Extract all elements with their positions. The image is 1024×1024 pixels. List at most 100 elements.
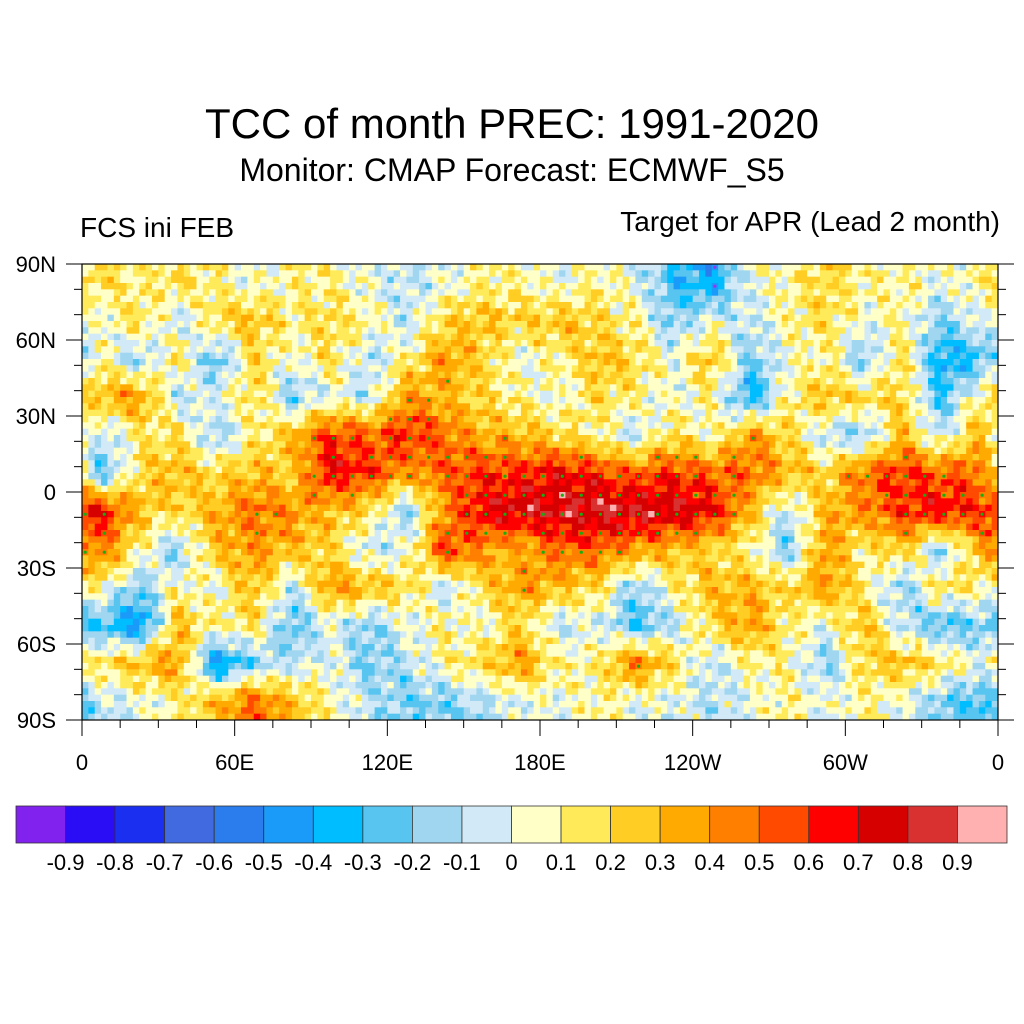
field-cell xyxy=(88,384,96,392)
field-cell xyxy=(495,390,503,398)
field-cell xyxy=(438,359,446,366)
field-cell xyxy=(215,352,223,360)
field-cell xyxy=(756,327,764,335)
field-cell xyxy=(889,428,897,436)
field-cell xyxy=(546,333,554,341)
field-cell xyxy=(88,308,96,316)
field-cell xyxy=(279,460,287,468)
field-cell xyxy=(101,276,109,284)
field-cell xyxy=(743,441,751,449)
field-cell xyxy=(482,447,490,455)
field-cell xyxy=(947,270,955,278)
field-cell xyxy=(915,314,923,322)
field-cell xyxy=(775,327,783,335)
field-cell xyxy=(190,340,198,347)
field-cell xyxy=(380,447,388,455)
field-cell xyxy=(743,321,751,328)
field-cell xyxy=(896,276,904,284)
field-cell xyxy=(667,371,675,379)
field-cell xyxy=(260,327,268,335)
field-cell xyxy=(215,340,223,347)
field-cell xyxy=(648,403,656,411)
field-cell xyxy=(202,359,210,366)
field-cell xyxy=(985,308,993,316)
field-cell xyxy=(705,340,713,347)
field-cell xyxy=(342,435,350,442)
field-cell xyxy=(559,378,567,385)
field-cell xyxy=(730,384,738,392)
field-cell xyxy=(978,403,986,411)
field-cell xyxy=(94,302,102,309)
field-cell xyxy=(374,390,382,398)
field-cell xyxy=(470,403,477,411)
field-cell xyxy=(724,397,732,404)
field-cell xyxy=(730,428,738,436)
field-cell xyxy=(266,441,274,449)
field-cell xyxy=(151,403,159,411)
field-cell xyxy=(177,378,185,385)
field-cell xyxy=(241,365,248,373)
field-cell xyxy=(584,403,592,411)
field-cell xyxy=(724,346,732,354)
field-cell xyxy=(514,384,522,392)
field-cell xyxy=(775,270,783,278)
field-cell xyxy=(813,473,821,480)
field-cell xyxy=(788,346,796,354)
field-cell xyxy=(183,428,191,436)
field-cell xyxy=(800,403,808,411)
field-cell xyxy=(132,479,140,487)
field-cell xyxy=(336,270,344,278)
field-cell xyxy=(889,403,897,411)
field-cell xyxy=(660,308,668,316)
field-cell xyxy=(374,302,382,309)
field-cell xyxy=(622,327,630,335)
field-cell xyxy=(107,454,115,461)
field-cell xyxy=(883,276,891,284)
field-cell xyxy=(202,390,210,398)
field-cell xyxy=(183,365,191,373)
field-cell xyxy=(959,371,967,379)
field-cell xyxy=(826,403,834,411)
field-cell xyxy=(711,365,719,373)
field-cell xyxy=(482,435,490,442)
field-cell xyxy=(101,359,109,366)
field-cell xyxy=(361,371,369,379)
field-cell xyxy=(253,327,261,335)
field-cell xyxy=(151,466,159,474)
field-cell xyxy=(584,327,592,335)
field-cell xyxy=(444,289,452,297)
field-cell xyxy=(196,308,204,316)
field-cell xyxy=(686,295,694,303)
field-cell xyxy=(609,479,617,487)
field-cell xyxy=(928,283,935,290)
field-cell xyxy=(132,346,140,354)
field-cell xyxy=(800,346,808,354)
field-cell xyxy=(883,314,891,322)
field-cell xyxy=(883,333,891,341)
field-cell xyxy=(775,441,783,449)
field-cell xyxy=(253,403,261,411)
field-cell xyxy=(883,283,891,290)
field-cell xyxy=(425,378,433,385)
field-cell xyxy=(349,327,357,335)
field-cell xyxy=(565,289,573,297)
field-cell xyxy=(597,308,605,316)
field-cell xyxy=(724,302,732,309)
field-cell xyxy=(985,422,993,430)
field-cell xyxy=(291,289,299,297)
field-cell xyxy=(527,409,535,417)
field-cell xyxy=(648,352,656,360)
field-cell xyxy=(279,479,287,487)
field-cell xyxy=(743,428,751,436)
field-cell xyxy=(247,302,255,309)
field-cell xyxy=(819,276,827,284)
field-cell xyxy=(349,441,357,449)
field-cell xyxy=(419,435,427,442)
field-cell xyxy=(183,454,191,461)
field-cell xyxy=(291,321,299,328)
field-cell xyxy=(673,283,681,290)
field-cell xyxy=(838,352,846,360)
field-cell xyxy=(947,473,955,480)
field-cell xyxy=(559,333,567,341)
field-cell xyxy=(457,409,465,417)
